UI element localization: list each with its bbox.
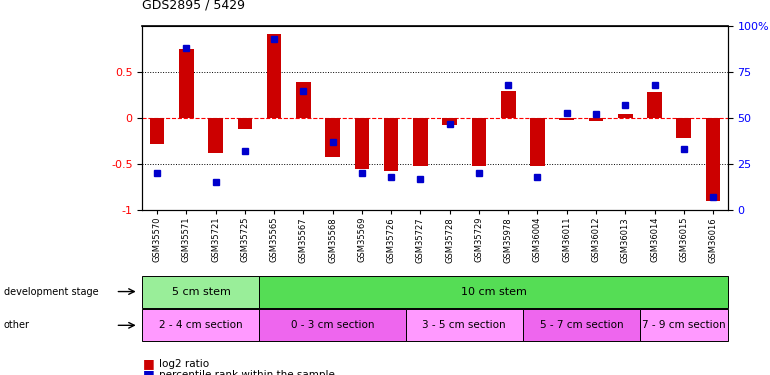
Text: ■: ■ (142, 369, 154, 375)
Bar (677, 118, 691, 138)
Text: 5 cm stem: 5 cm stem (172, 286, 230, 297)
Bar (413, 118, 428, 166)
Text: 7 - 9 cm section: 7 - 9 cm section (642, 320, 725, 330)
Bar (559, 118, 574, 120)
Text: GDS2895 / 5429: GDS2895 / 5429 (142, 0, 246, 11)
Bar (267, 34, 282, 118)
Bar (501, 92, 516, 118)
Text: other: other (4, 320, 30, 330)
Text: 5 - 7 cm section: 5 - 7 cm section (540, 320, 623, 330)
Bar (530, 118, 545, 166)
Bar (471, 118, 487, 166)
Bar (647, 92, 662, 118)
Bar (179, 49, 193, 118)
Bar (149, 118, 164, 144)
Text: 3 - 5 cm section: 3 - 5 cm section (423, 320, 506, 330)
Text: development stage: development stage (4, 286, 99, 297)
Bar (326, 118, 340, 157)
Bar (237, 118, 253, 129)
Bar (296, 82, 310, 118)
Bar (384, 118, 399, 171)
Text: 2 - 4 cm section: 2 - 4 cm section (159, 320, 243, 330)
Text: 10 cm stem: 10 cm stem (460, 286, 527, 297)
Text: percentile rank within the sample: percentile rank within the sample (159, 370, 335, 375)
Bar (442, 118, 457, 124)
Bar (706, 118, 721, 201)
Text: ■: ■ (142, 357, 154, 370)
Bar (618, 114, 633, 118)
Bar (208, 118, 223, 153)
Text: log2 ratio: log2 ratio (159, 359, 209, 369)
Text: 0 - 3 cm section: 0 - 3 cm section (291, 320, 374, 330)
Bar (354, 118, 370, 169)
Bar (589, 118, 604, 121)
